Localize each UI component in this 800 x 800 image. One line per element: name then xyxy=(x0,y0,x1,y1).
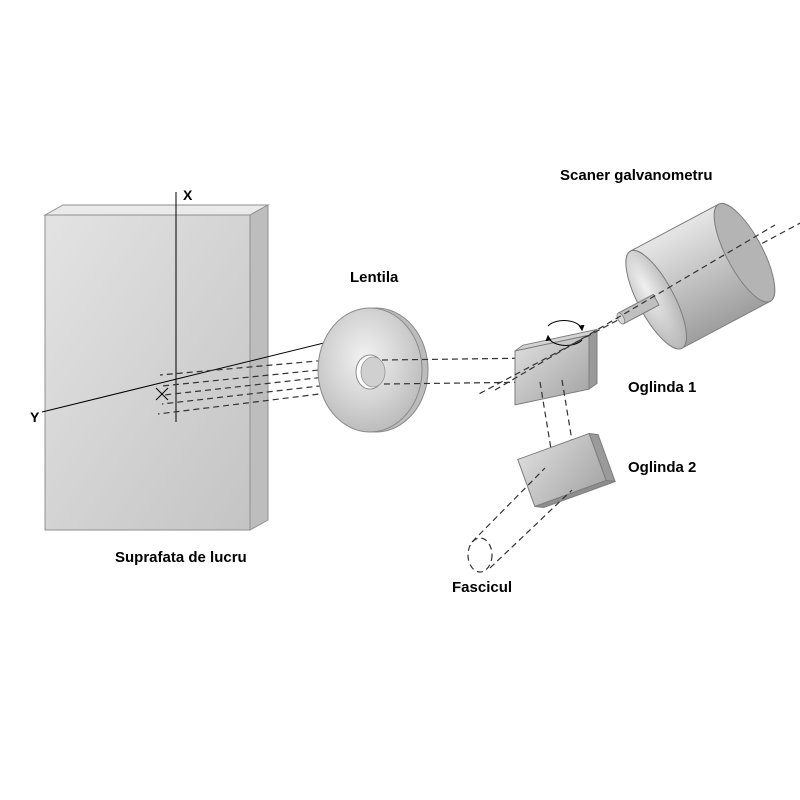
mirror-2 xyxy=(518,431,615,510)
label-mirror2: Oglinda 2 xyxy=(628,459,696,476)
label-lens: Lentila xyxy=(350,269,399,286)
y-axis-label: Y xyxy=(30,409,40,425)
label-mirror1: Oglinda 1 xyxy=(628,379,696,396)
lens xyxy=(318,308,428,432)
x-axis-label: X xyxy=(183,187,193,203)
work-surface xyxy=(45,205,268,530)
mirror-1 xyxy=(515,321,597,405)
label-scanner: Scaner galvanometru xyxy=(560,167,713,184)
scanner-galvanometer xyxy=(454,164,800,442)
label-worksurface: Suprafata de lucru xyxy=(115,549,247,566)
label-beam: Fascicul xyxy=(452,579,512,596)
galvo-scanner-diagram: X Y xyxy=(0,0,800,800)
